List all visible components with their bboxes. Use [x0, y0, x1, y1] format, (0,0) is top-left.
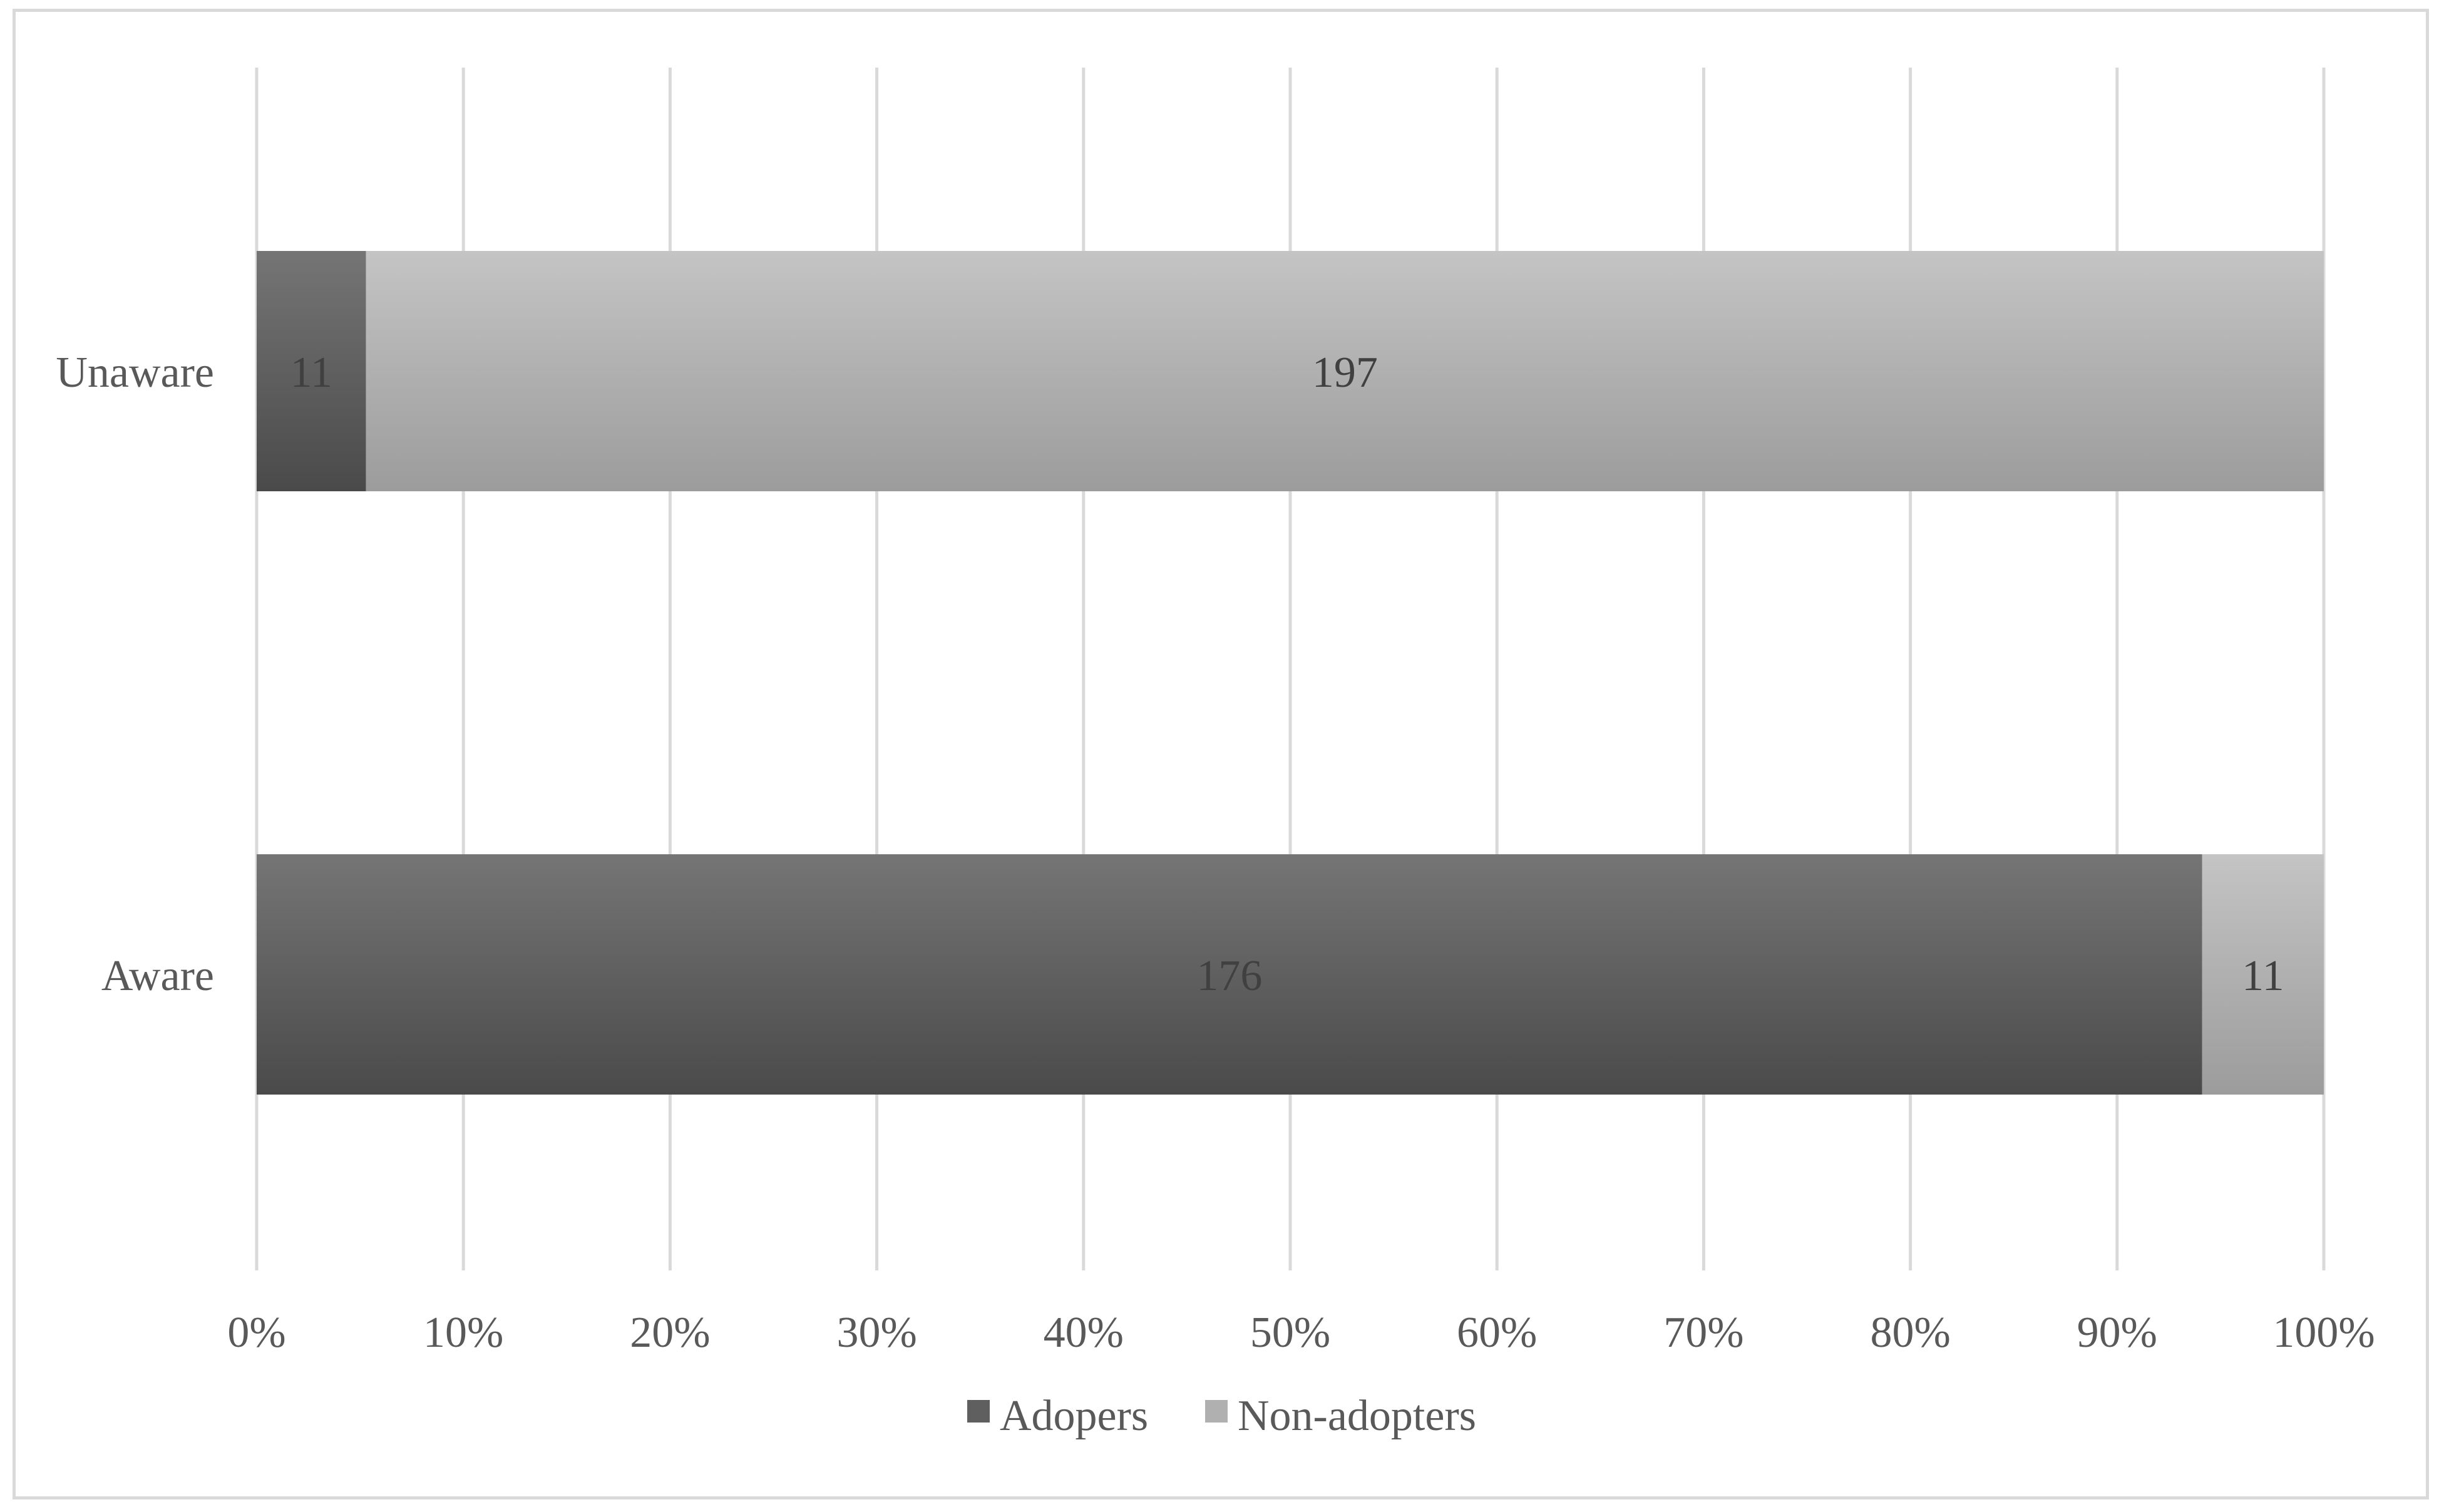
legend-swatch — [967, 1400, 990, 1423]
x-tick-label: 100% — [2272, 1309, 2375, 1357]
x-tick-label: 70% — [1663, 1309, 1743, 1357]
category-label: Aware — [101, 952, 214, 1000]
x-tick-label: 90% — [2077, 1309, 2157, 1357]
x-tick-label: 10% — [423, 1309, 503, 1357]
legend-label: Non-adopters — [1238, 1392, 1476, 1440]
x-tick-label: 20% — [630, 1309, 710, 1357]
bars — [257, 251, 2324, 1095]
data-label: 197 — [1312, 349, 1378, 397]
category-label: Unaware — [56, 349, 214, 397]
legend: Adopers Non-adopters — [967, 1392, 1476, 1440]
x-tick-label: 0% — [227, 1309, 285, 1357]
legend-swatch — [1205, 1400, 1228, 1423]
x-tick-label: 80% — [1870, 1309, 1950, 1357]
x-tick-label: 40% — [1044, 1309, 1124, 1357]
labels: 0% 10% 20% 30% 40% 50% 60% 70% 80% 90% 100% 11 197 Un… — [56, 349, 2375, 1357]
x-tick-label: 60% — [1457, 1309, 1537, 1357]
bar-segment — [257, 251, 366, 491]
data-label: 11 — [290, 349, 332, 397]
bar-segment — [366, 251, 2324, 491]
legend-label: Adopers — [1000, 1392, 1148, 1440]
bar-segment — [2202, 854, 2324, 1095]
bar-segment — [257, 854, 2202, 1095]
x-tick-label: 50% — [1250, 1309, 1330, 1357]
data-label: 11 — [2242, 952, 2284, 1000]
data-label: 176 — [1196, 952, 1262, 1000]
x-tick-label: 30% — [836, 1309, 916, 1357]
